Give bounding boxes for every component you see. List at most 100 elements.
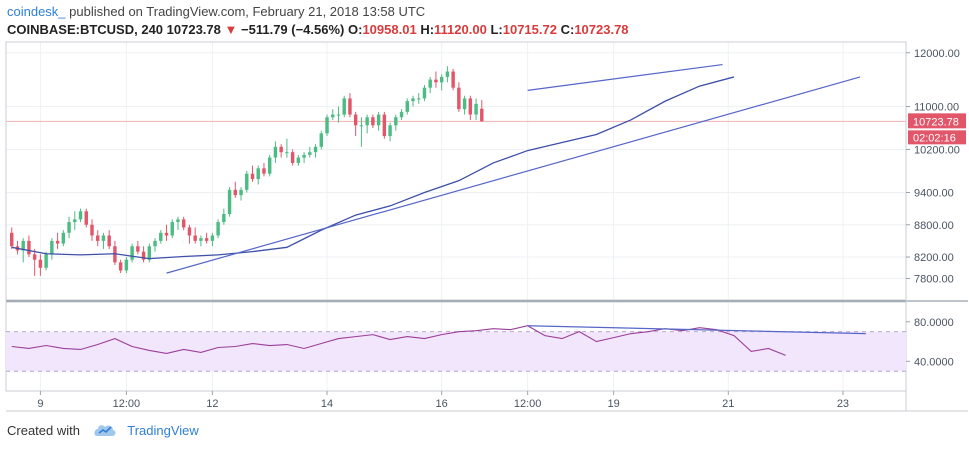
- candle-body: [245, 173, 249, 190]
- candle-body: [285, 152, 289, 154]
- ohlc-legend: COINBASE:BTCUSD, 240 10723.78 ▼ −511.79 …: [7, 22, 629, 37]
- tradingview-cloud-icon: [94, 425, 116, 436]
- candle-body: [445, 71, 450, 77]
- countdown-label: 02:02:16: [913, 132, 956, 144]
- candle-body: [107, 235, 111, 247]
- price-tick-label: 8800.00: [914, 220, 954, 232]
- candle-body: [468, 98, 473, 115]
- candle-body: [296, 157, 301, 163]
- candle-body: [417, 98, 421, 100]
- candle-body: [147, 246, 152, 260]
- candle-body: [10, 232, 14, 247]
- open-value: 10958.01: [362, 22, 417, 37]
- candle-body: [187, 227, 192, 236]
- candle-body: [55, 240, 60, 244]
- price-tick-label: 9400.00: [914, 188, 954, 200]
- candle-body: [382, 114, 387, 137]
- open-label: O:: [348, 22, 363, 37]
- candle-body: [32, 254, 37, 260]
- candle-body: [428, 79, 432, 88]
- candle-body: [474, 103, 478, 115]
- candle-body: [267, 157, 272, 174]
- candle-body: [118, 262, 123, 271]
- rsi-divergence-line: [527, 325, 866, 335]
- candle-body: [164, 232, 169, 236]
- author-link[interactable]: coindesk_: [7, 4, 66, 19]
- time-tick-label: 14: [321, 398, 333, 410]
- candle-body: [44, 254, 48, 268]
- candle-body: [439, 76, 444, 83]
- time-tick-label: 21: [722, 398, 734, 410]
- tradingview-link[interactable]: TradingView: [127, 423, 199, 438]
- price-panel-frame: [5, 41, 907, 301]
- resistance-trendline: [527, 63, 723, 91]
- time-tick-label: 23: [837, 398, 849, 410]
- candle-body: [262, 168, 266, 174]
- candle-body: [176, 219, 180, 223]
- candle-body: [256, 168, 260, 180]
- candle-body: [394, 117, 398, 126]
- candle-body: [250, 173, 255, 180]
- candle-body: [61, 232, 66, 244]
- candle-body: [319, 133, 324, 147]
- symbol-label[interactable]: COINBASE:BTCUSD, 240: [7, 22, 164, 37]
- candle-body: [141, 251, 146, 260]
- chart-canvas[interactable]: 12000.00 11000.00 10200.00 9400.00 8800.00 82…: [0, 0, 969, 420]
- rsi-band: [6, 331, 906, 372]
- last-price-badge: [908, 113, 966, 129]
- candle-body: [193, 235, 197, 241]
- candle-body: [136, 246, 140, 252]
- candle-body: [480, 108, 484, 122]
- candle-body: [290, 152, 295, 163]
- last-price-label: 10723.78: [913, 116, 959, 128]
- candle-body: [434, 79, 438, 83]
- candle-body: [153, 240, 157, 247]
- candle-body: [204, 238, 209, 241]
- last-price: 10723.78: [166, 22, 221, 37]
- price-tick-label: 10200.00: [914, 145, 960, 157]
- candle-body: [124, 259, 129, 271]
- candle-body: [457, 87, 461, 110]
- time-tick-label: 19: [608, 398, 620, 410]
- candle-body: [73, 219, 77, 223]
- candle-body: [78, 211, 83, 220]
- price-tick-label: 8200.00: [914, 252, 954, 264]
- time-tick-label: 9: [37, 398, 43, 410]
- time-tick-label: 12:00: [113, 398, 141, 410]
- price-tick-label: 7800.00: [914, 274, 954, 286]
- published-text: published on TradingView.com, February 2…: [69, 4, 426, 19]
- candle-body: [216, 222, 220, 236]
- rsi-tick-label: 40.0000: [914, 356, 954, 368]
- rsi-tick-label: 80.0000: [914, 317, 954, 329]
- candle-body: [359, 125, 364, 127]
- candle-body: [222, 214, 226, 223]
- candle-body: [181, 219, 186, 228]
- time-tick-label: 12:00: [514, 398, 542, 410]
- candle-body: [130, 246, 134, 260]
- change-value: −511.79 (−4.56%): [241, 22, 345, 37]
- candle-body: [348, 98, 352, 115]
- price-tick-label: 12000.00: [914, 48, 960, 60]
- axes: 12000.00 11000.00 10200.00 9400.00 8800.00 82…: [37, 48, 966, 410]
- price-tick-label: 11000.00: [914, 102, 959, 114]
- candle-body: [371, 117, 375, 126]
- candle-body: [405, 101, 409, 112]
- publish-info: coindesk_ published on TradingView.com, …: [7, 4, 425, 19]
- candle-body: [50, 240, 54, 255]
- candle-body: [365, 117, 369, 126]
- created-with-text: Created with: [7, 423, 80, 438]
- candle-body: [199, 238, 203, 241]
- candle-body: [399, 111, 404, 118]
- indicator-overlays: [11, 63, 866, 356]
- candle-body: [273, 146, 278, 158]
- candle-body: [462, 98, 467, 110]
- candle-body: [388, 125, 392, 137]
- candle-body: [233, 189, 238, 196]
- rsi-band-fill: [6, 331, 906, 372]
- candle-body: [313, 146, 318, 153]
- down-arrow-icon: ▼: [224, 22, 238, 37]
- candle-body: [170, 222, 174, 236]
- time-tick-label: 16: [436, 398, 448, 410]
- footer: Created with TradingView: [7, 422, 199, 438]
- support-trendline: [166, 76, 861, 274]
